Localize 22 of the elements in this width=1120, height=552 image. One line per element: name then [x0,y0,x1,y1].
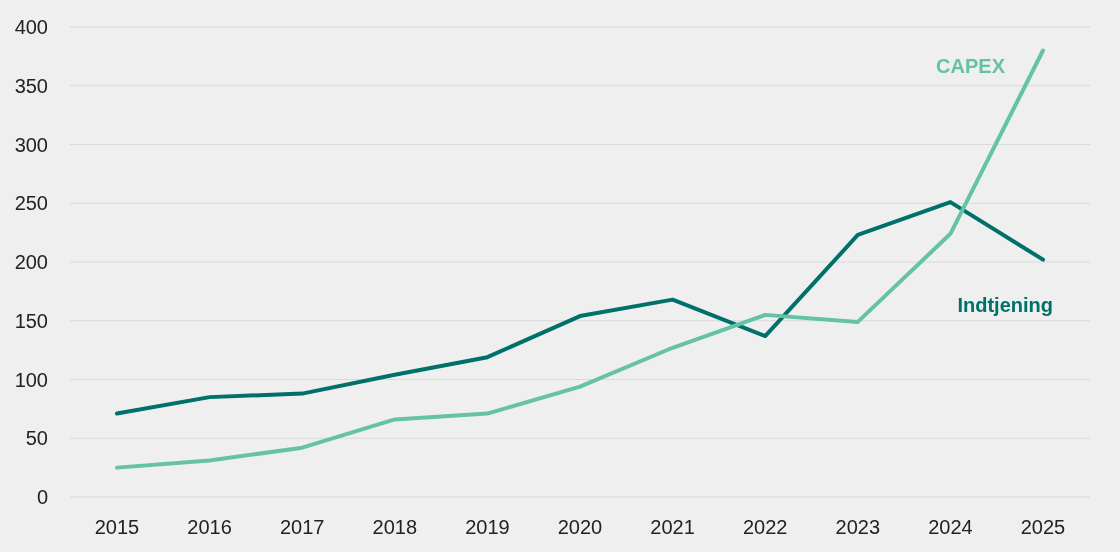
x-tick-label: 2022 [742,516,788,538]
y-tick-label: 50 [25,427,48,450]
y-tick-label: 400 [14,16,48,38]
x-tick-label: 2023 [835,516,881,538]
y-tick-label: 200 [14,251,48,273]
series-label: Indtjening [957,293,1053,316]
x-tick-label: 2021 [650,516,695,538]
x-tick-label: 2020 [557,516,603,538]
x-tick-label: 2015 [94,516,140,538]
y-tick-label: 0 [36,486,48,508]
x-tick-label: 2024 [928,516,973,538]
series-label: CAPEX [936,54,1006,77]
y-tick-label: 250 [14,192,48,215]
x-tick-label: 2025 [1020,516,1066,538]
y-tick-label: 350 [14,74,48,97]
x-tick-label: 2019 [465,516,510,538]
y-tick-label: 100 [14,368,48,391]
y-tick-label: 300 [14,133,48,156]
x-tick-label: 2016 [187,516,232,538]
x-tick-label: 2017 [279,516,325,538]
x-tick-label: 2018 [372,516,418,538]
y-tick-label: 150 [14,309,48,332]
